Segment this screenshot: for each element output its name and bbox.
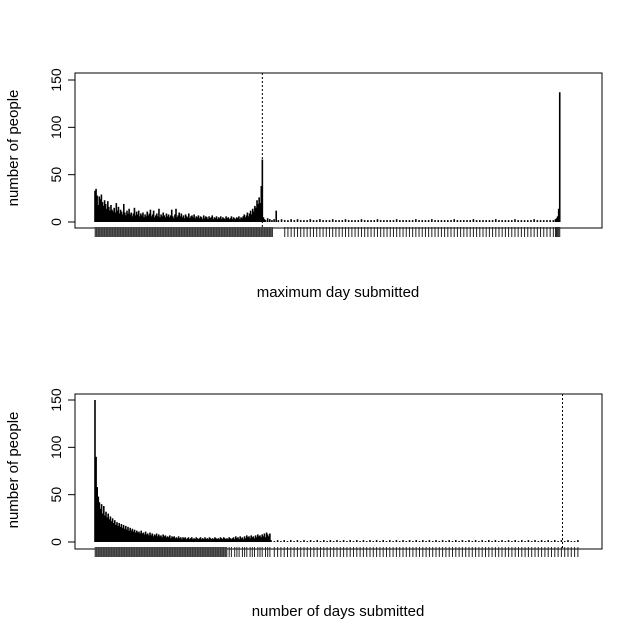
bar-series (94, 400, 579, 542)
rug-marks (94, 547, 579, 557)
bar-series (94, 92, 561, 222)
y-axis: 0 50 100 150 (48, 68, 76, 226)
rug-dense-block (95, 227, 274, 237)
y-tick-label: 50 (48, 487, 64, 503)
y-tick-label: 0 (48, 218, 64, 226)
plot-frame (74, 72, 603, 229)
y-axis: 0 50 100 150 (48, 388, 76, 546)
y-axis-label: number of people (5, 90, 22, 207)
y-tick-label: 100 (48, 435, 64, 459)
y-tick-label: 150 (48, 68, 64, 92)
top-histogram: 0 50 100 150 number of people maximum day s… (5, 68, 603, 301)
y-tick-label: 150 (48, 388, 64, 412)
y-axis-label: number of people (5, 412, 22, 529)
x-axis-label: maximum day submitted (257, 284, 420, 301)
y-tick-label: 0 (48, 538, 64, 546)
bottom-histogram: 0 50 100 150 number of people number of day… (5, 388, 603, 620)
y-tick-label: 100 (48, 115, 64, 139)
rug-marks (94, 227, 561, 237)
plot-frame (74, 393, 603, 550)
x-axis-label: number of days submitted (252, 603, 425, 620)
y-tick-label: 50 (48, 167, 64, 183)
